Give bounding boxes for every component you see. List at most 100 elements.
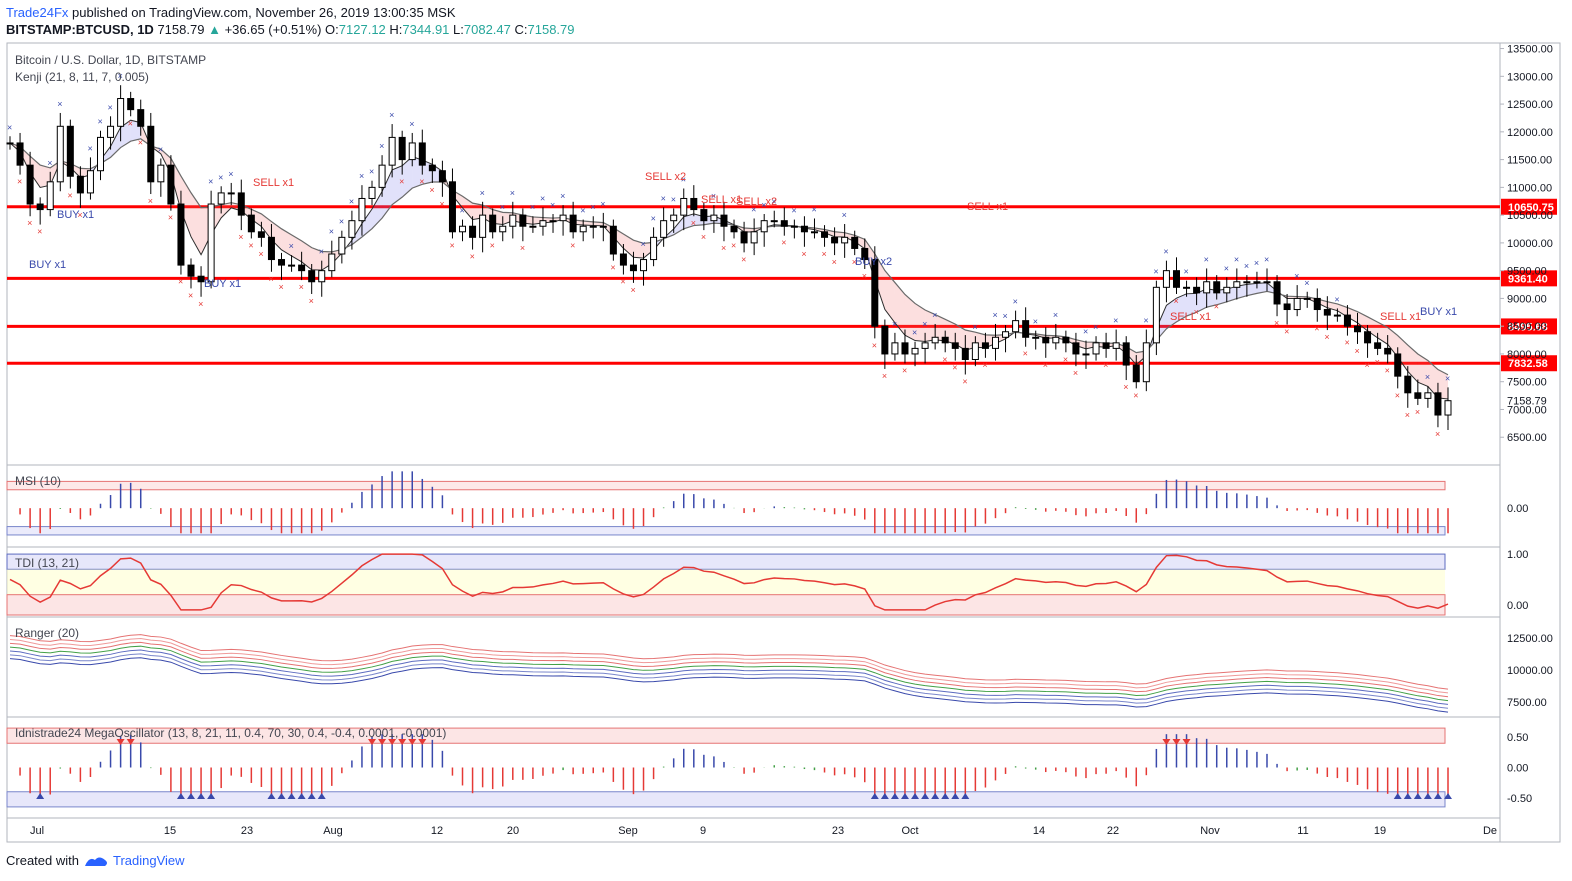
signal-cross-marker: × <box>389 110 394 120</box>
signal-cross-marker: × <box>731 240 736 250</box>
signal-cross-marker: × <box>922 319 927 329</box>
signal-cross-marker: × <box>962 376 967 386</box>
signal-cross-marker: × <box>1143 316 1148 326</box>
indicator-pane-title: TDI (13, 21) <box>15 556 79 570</box>
signal-cross-marker: × <box>932 310 937 320</box>
candle-body <box>971 342 979 360</box>
candle-body <box>1122 342 1130 366</box>
candle-body <box>338 236 346 255</box>
candle-body <box>358 197 366 222</box>
open-value: 7127.12 <box>338 22 386 37</box>
publisher-name[interactable]: Trade24Fx <box>6 5 69 20</box>
signal-cross-marker: × <box>319 247 324 257</box>
candle-body <box>690 197 698 211</box>
signal-cross-marker: × <box>530 202 535 212</box>
signal-cross-marker: × <box>228 169 233 179</box>
x-tick-label: 22 <box>1107 825 1119 837</box>
signal-cross-marker: × <box>801 249 806 259</box>
signal-cross-marker: × <box>1395 390 1400 400</box>
candle-body <box>981 342 989 349</box>
y-tick-label: 12000.00 <box>1507 127 1553 139</box>
signal-cross-marker: × <box>429 185 434 195</box>
signal-cross-marker: × <box>1445 373 1450 383</box>
candle-body <box>1082 353 1090 356</box>
trade-signal-label: SELL x1 <box>1170 311 1211 323</box>
candle-body <box>921 342 929 349</box>
candle-body <box>1152 286 1160 344</box>
signal-cross-marker: × <box>98 117 103 127</box>
tradingview-brand[interactable]: TradingView <box>112 853 185 868</box>
signal-cross-marker: × <box>87 143 92 153</box>
kenji-cloud-segment <box>1176 293 1187 322</box>
trade-signal-label: BUY x1 <box>29 259 66 271</box>
trade-signal-label: SELL x1 <box>1380 311 1421 323</box>
signal-cross-marker: × <box>1043 360 1048 370</box>
kenji-cloud-segment <box>834 231 845 238</box>
trade-signal-label: SELL x1 <box>701 194 742 206</box>
kenji-cloud-segment <box>392 165 403 205</box>
signal-cross-marker: × <box>1063 354 1068 364</box>
signal-cross-marker: × <box>460 206 465 216</box>
signal-cross-marker: × <box>630 285 635 295</box>
signal-cross-marker: × <box>379 141 384 151</box>
candle-body <box>46 181 54 211</box>
up-triangle-icon: ▲ <box>208 22 221 37</box>
sell-triangle-icon <box>418 739 427 746</box>
x-tick-label: 11 <box>1297 825 1308 837</box>
signal-cross-marker: × <box>238 232 243 242</box>
signal-cross-marker: × <box>912 328 917 338</box>
kenji-cloud-segment <box>925 310 936 342</box>
x-tick-label: 15 <box>164 825 176 837</box>
x-tick-label: 9 <box>700 825 706 837</box>
signal-cross-marker: × <box>1264 254 1269 264</box>
sell-triangle-icon <box>116 739 125 746</box>
signal-cross-marker: × <box>711 191 716 201</box>
signal-cross-marker: × <box>118 71 123 81</box>
candle-body <box>6 142 14 145</box>
candle-body <box>157 164 165 183</box>
signal-cross-marker: × <box>1405 410 1410 420</box>
x-tick-label: Jul <box>30 825 44 837</box>
x-tick-label: Oct <box>901 825 918 837</box>
signal-cross-marker: × <box>862 271 867 281</box>
signal-cross-marker: × <box>661 193 666 203</box>
candle-body <box>1353 325 1361 333</box>
candle-body <box>1263 281 1271 284</box>
buy-triangle-icon <box>1403 792 1412 800</box>
x-tick-label: Aug <box>323 825 343 837</box>
low-label: L: <box>453 22 464 37</box>
price-change: +36.65 (+0.51%) <box>224 22 322 37</box>
signal-cross-marker: × <box>309 296 314 306</box>
close-label: C: <box>514 22 528 37</box>
candle-body <box>1042 336 1050 344</box>
kenji-cloud-segment <box>633 240 644 259</box>
candle-body <box>1384 347 1392 355</box>
y-tick-label: 9000.00 <box>1507 293 1547 305</box>
msi-upper-band <box>6 480 1446 491</box>
candle-body <box>1223 286 1231 294</box>
y-tick-label: 13000.00 <box>1507 71 1553 83</box>
candle-body <box>26 164 34 205</box>
signal-cross-marker: × <box>37 227 42 237</box>
signal-cross-marker: × <box>972 322 977 332</box>
signal-cross-marker: × <box>329 227 334 237</box>
signal-cross-marker: × <box>188 290 193 300</box>
candle-body <box>1012 320 1020 333</box>
candle-body <box>398 136 406 161</box>
signal-cross-marker: × <box>1194 307 1199 317</box>
level-price-label: 10650.75 <box>1508 202 1554 214</box>
signal-cross-marker: × <box>550 200 555 210</box>
signal-cross-marker: × <box>128 118 133 128</box>
signal-cross-marker: × <box>1003 311 1008 321</box>
candle-body <box>1253 281 1261 284</box>
candle-body <box>800 225 808 233</box>
buy-triangle-icon <box>287 792 296 800</box>
indicator-y-tick-label: -0.50 <box>1507 793 1532 805</box>
x-tick-label: De <box>1483 825 1497 837</box>
signal-cross-marker: × <box>369 167 374 177</box>
candle-body <box>1444 400 1452 416</box>
y-tick-label: 8000.00 <box>1507 349 1547 361</box>
signal-cross-marker: × <box>490 240 495 250</box>
buy-triangle-icon <box>187 792 196 800</box>
